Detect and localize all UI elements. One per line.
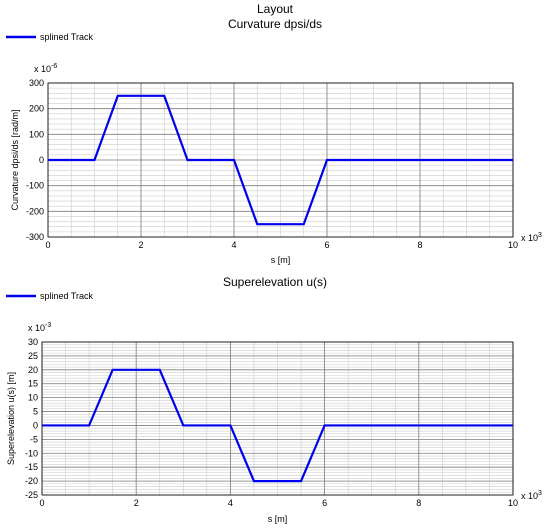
- y-tick-label: -200: [26, 206, 44, 216]
- x-tick-label: 10: [508, 498, 518, 508]
- y-tick-label: -5: [30, 434, 38, 444]
- y-exponent-label: x 10-3: [28, 322, 51, 333]
- x-tick-label: 2: [138, 240, 143, 250]
- legend-label: splined Track: [40, 32, 94, 42]
- y-tick-label: 0: [33, 420, 38, 430]
- y-axis-label: Superelevation u(s) [m]: [6, 372, 16, 465]
- y-tick-label: -20: [25, 476, 38, 486]
- x-tick-label: 6: [322, 498, 327, 508]
- y-tick-label: 15: [28, 379, 38, 389]
- x-tick-label: 8: [416, 498, 421, 508]
- y-tick-label: 100: [29, 129, 44, 139]
- x-tick-label: 0: [39, 498, 44, 508]
- superelevation-chart: Superelevation u(s) splined Track 0 2 4 6 8 10 3…: [6, 275, 542, 524]
- y-tick-label: 300: [29, 78, 44, 88]
- x-axis-label: s [m]: [271, 255, 291, 265]
- curvature-chart: Curvature dpsi/ds splined Track 0 2 4 6 8 10 300…: [6, 17, 542, 265]
- chart-title: Superelevation u(s): [223, 275, 327, 289]
- y-tick-label: -100: [26, 181, 44, 191]
- x-tick-label: 0: [45, 240, 50, 250]
- x-tick-label: 6: [324, 240, 329, 250]
- x-exponent-label: x 103: [521, 490, 542, 501]
- y-tick-label: 25: [28, 351, 38, 361]
- y-tick-label: -25: [25, 490, 38, 500]
- y-tick-label: -300: [26, 232, 44, 242]
- x-tick-label: 2: [134, 498, 139, 508]
- y-tick-label: 10: [28, 393, 38, 403]
- y-tick-label: -10: [25, 448, 38, 458]
- page-title: Layout: [257, 2, 294, 16]
- x-exponent-label: x 103: [521, 232, 542, 243]
- y-exponent-label: x 10-6: [34, 63, 57, 74]
- y-tick-label: 20: [28, 365, 38, 375]
- y-tick-label: 200: [29, 104, 44, 114]
- series-line: [48, 94, 513, 226]
- y-tick-label: -15: [25, 462, 38, 472]
- y-tick-label: 5: [33, 407, 38, 417]
- x-tick-label: 4: [231, 240, 236, 250]
- y-tick-label: 0: [39, 155, 44, 165]
- x-tick-label: 10: [508, 240, 518, 250]
- y-axis-label: Curvature dpsi/ds [rad/m]: [10, 109, 20, 210]
- x-tick-label: 4: [228, 498, 233, 508]
- x-tick-label: 8: [417, 240, 422, 250]
- plot-frame: [41, 341, 514, 496]
- series-line: [42, 368, 513, 483]
- y-tick-label: 30: [28, 337, 38, 347]
- x-axis-label: s [m]: [268, 514, 288, 524]
- legend-label: splined Track: [40, 291, 94, 301]
- chart-title: Curvature dpsi/ds: [228, 17, 322, 31]
